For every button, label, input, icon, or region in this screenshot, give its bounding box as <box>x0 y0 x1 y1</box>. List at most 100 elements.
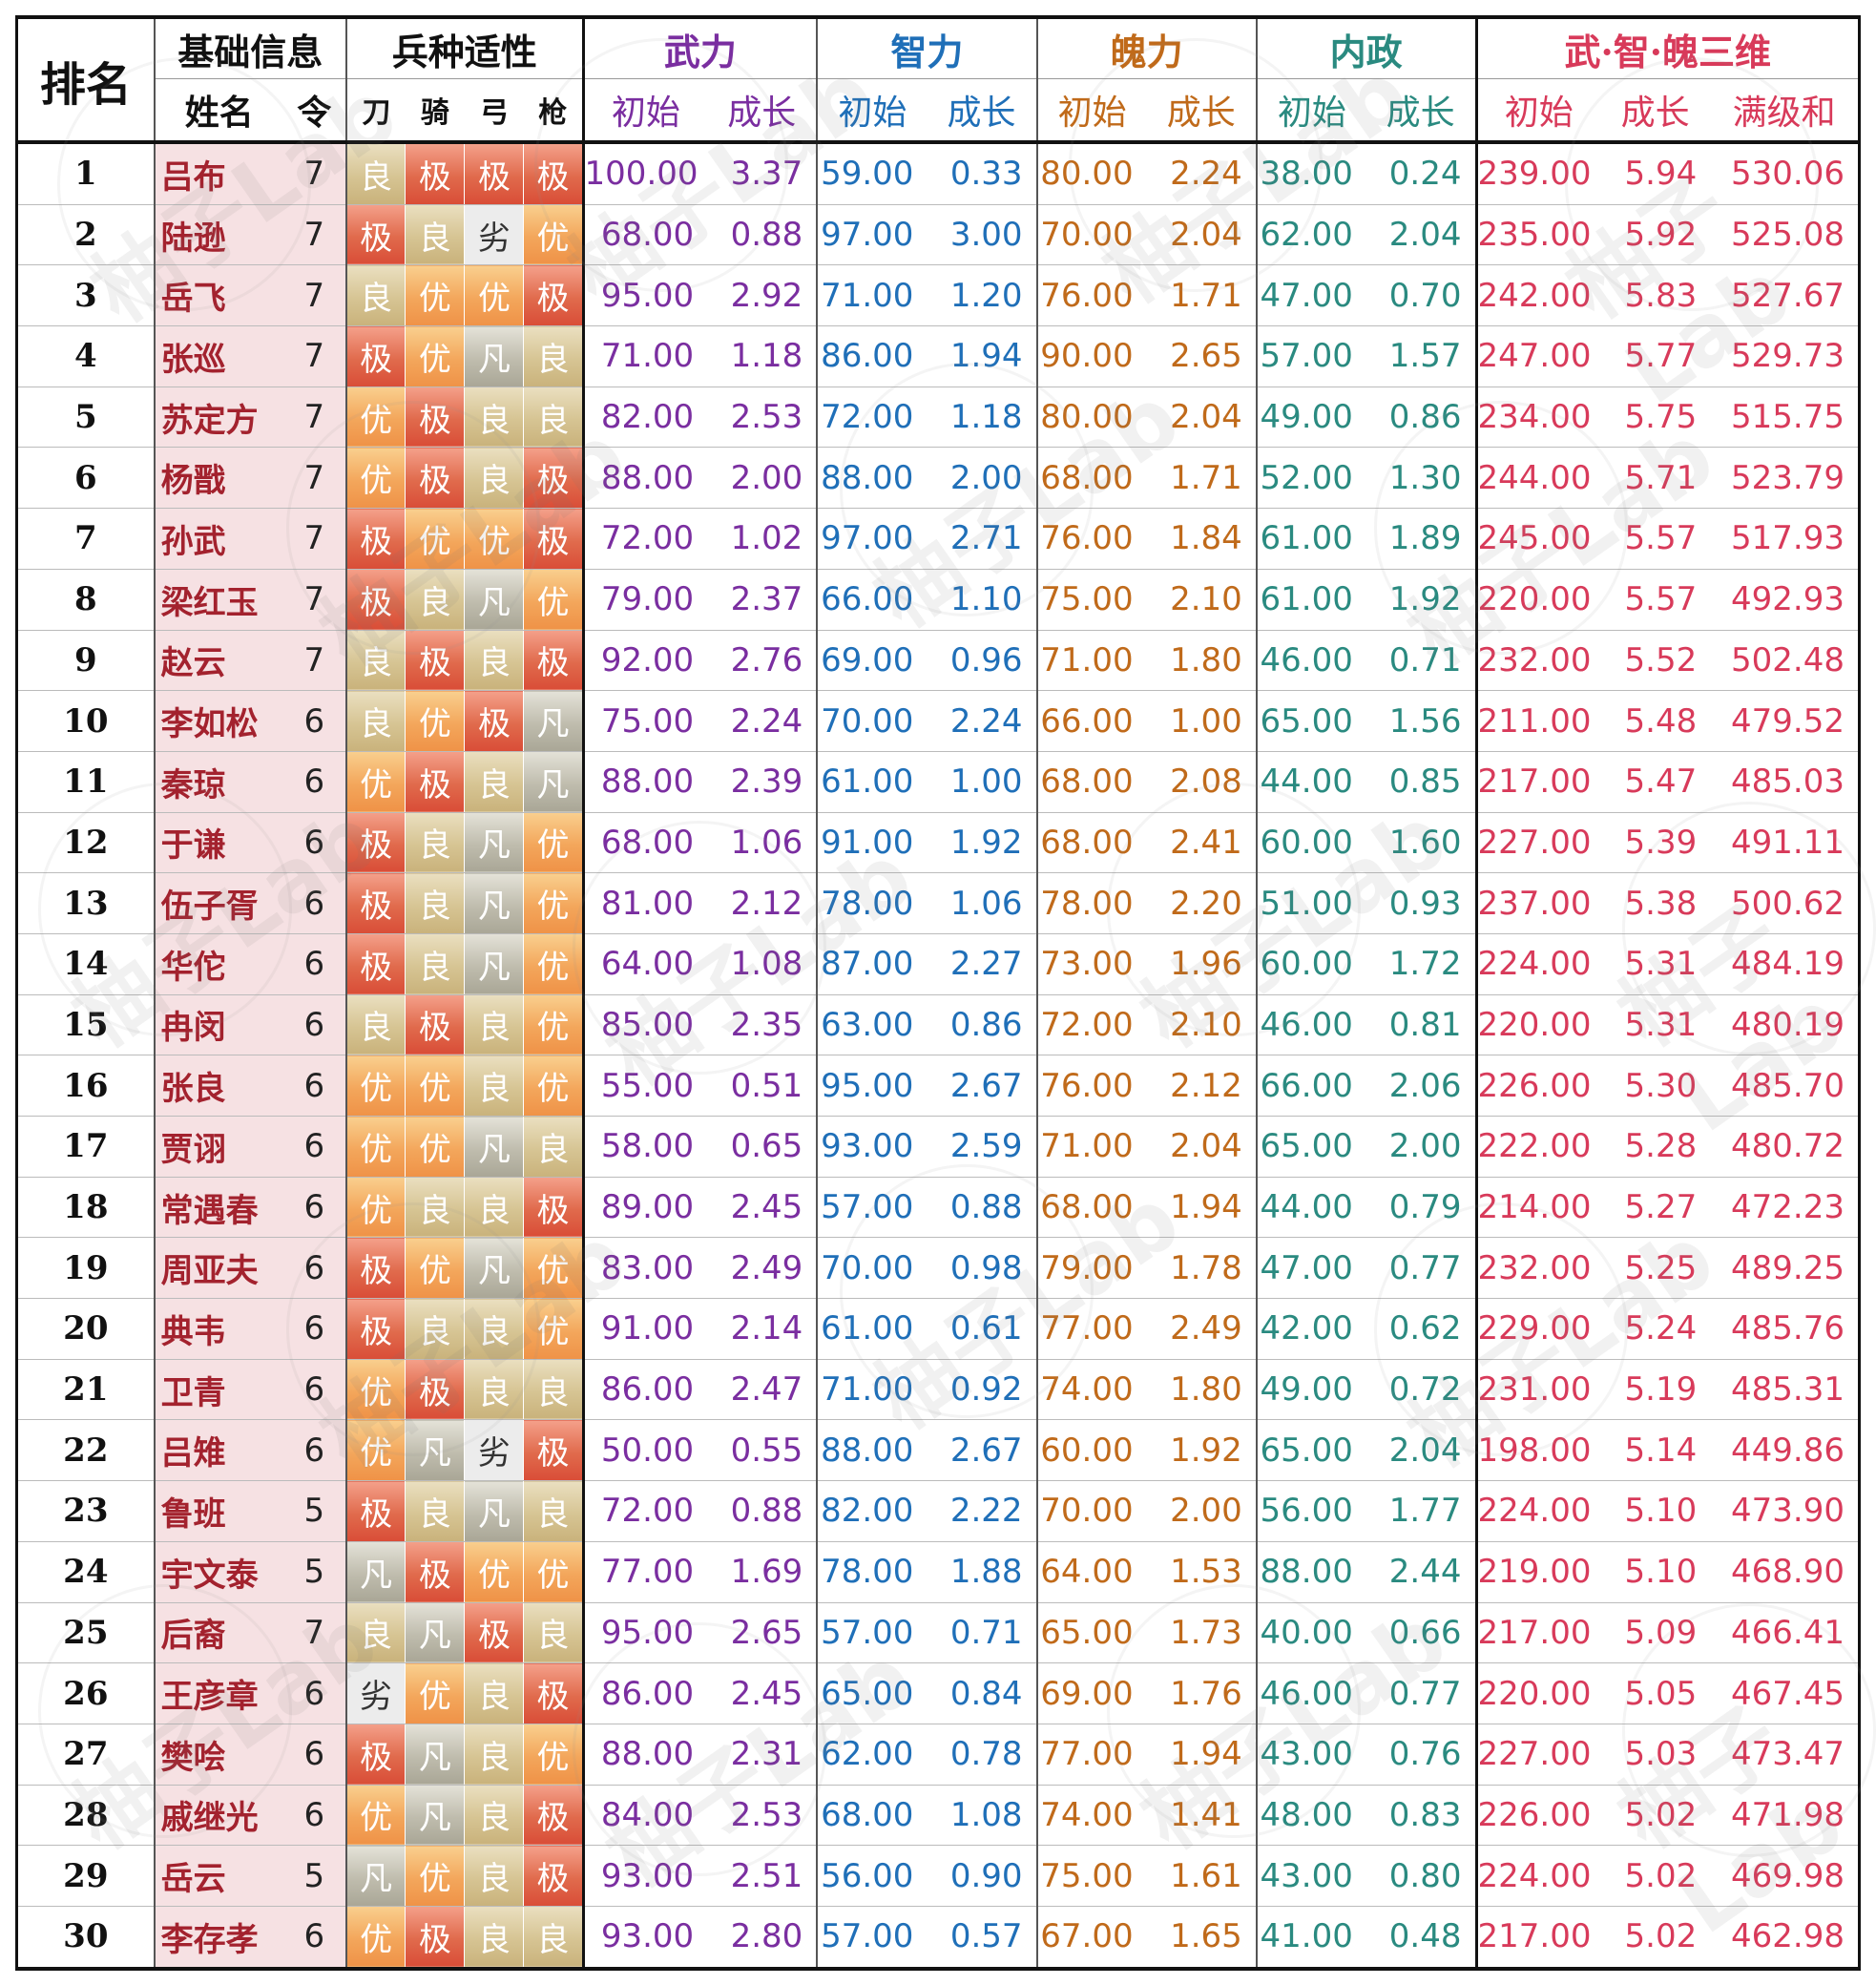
zhili-grow-cell: 0.88 <box>927 1177 1037 1239</box>
qi-aptitude-cell: 极 <box>405 1541 466 1603</box>
wuli-grow-cell: 0.51 <box>707 1055 818 1117</box>
rank-cell: 20 <box>14 1298 156 1360</box>
wuli-grow-cell: 2.24 <box>707 690 818 752</box>
zhili-grow-cell: 2.67 <box>927 1419 1037 1482</box>
poli-init-cell: 70.00 <box>1035 1480 1147 1542</box>
name-cell: 典韦 <box>154 1298 283 1360</box>
zhili-init-cell: 65.00 <box>816 1662 928 1724</box>
poli-grow-cell: 2.41 <box>1146 812 1257 874</box>
zhili-init-cell: 87.00 <box>816 933 928 995</box>
poli-grow-header: 成长 <box>1146 78 1257 144</box>
rank-cell: 21 <box>14 1359 156 1421</box>
zhili-init-cell: 88.00 <box>816 1419 928 1482</box>
poli-grow-cell: 1.78 <box>1146 1237 1257 1300</box>
wuli-grow-cell: 0.88 <box>707 204 818 266</box>
qiang-aptitude-cell: 优 <box>523 812 584 874</box>
gong-aptitude-cell: 良 <box>464 751 525 813</box>
poli-init-cell: 64.00 <box>1035 1541 1147 1603</box>
qi-aptitude-cell: 优 <box>405 508 466 570</box>
neizheng-grow-cell: 0.83 <box>1365 1785 1476 1847</box>
zhili-grow-cell: 0.92 <box>927 1359 1037 1421</box>
zhili-grow-cell: 1.08 <box>927 1785 1037 1847</box>
neizheng-init-cell: 46.00 <box>1255 630 1366 692</box>
name-cell: 常遇春 <box>154 1177 283 1239</box>
name-cell: 戚继光 <box>154 1785 283 1847</box>
sanwei-maxsum-cell: 525.08 <box>1710 204 1862 266</box>
zhili-grow-cell: 2.27 <box>927 933 1037 995</box>
rank-cell: 5 <box>14 387 156 449</box>
rank-cell: 24 <box>14 1541 156 1603</box>
poli-grow-cell: 2.00 <box>1146 1480 1257 1542</box>
dao-header: 刀 <box>345 78 406 144</box>
wuli-grow-cell: 2.39 <box>707 751 818 813</box>
sanwei-init-cell: 242.00 <box>1474 264 1601 327</box>
poli-grow-cell: 1.41 <box>1146 1785 1257 1847</box>
zhili-init-cell: 61.00 <box>816 751 928 813</box>
qiang-aptitude-cell: 极 <box>523 508 584 570</box>
poli-grow-cell: 1.00 <box>1146 690 1257 752</box>
ling-cell: 6 <box>282 1055 347 1117</box>
sanwei-init-cell: 222.00 <box>1474 1116 1601 1178</box>
neizheng-grow-cell: 2.04 <box>1365 1419 1476 1482</box>
name-cell: 吕布 <box>154 142 283 205</box>
ranking-sheet: 排名 基础信息 兵种适性 武力 智力 魄力 内政 武·智·魄三维 姓名 令 刀 … <box>14 15 1862 1971</box>
dao-aptitude-cell: 劣 <box>345 1662 406 1724</box>
qi-aptitude-cell: 优 <box>405 1662 466 1724</box>
qiang-aptitude-cell: 极 <box>523 630 584 692</box>
neizheng-init-cell: 44.00 <box>1255 751 1366 813</box>
sanwei-grow-cell: 5.92 <box>1600 204 1711 266</box>
zhili-init-cell: 78.00 <box>816 1541 928 1603</box>
ling-cell: 7 <box>282 569 347 631</box>
sanwei-grow-cell: 5.39 <box>1600 812 1711 874</box>
wuli-init-cell: 88.00 <box>581 751 708 813</box>
name-cell: 陆逊 <box>154 204 283 266</box>
wuli-init-cell: 81.00 <box>581 872 708 934</box>
ling-cell: 5 <box>282 1480 347 1542</box>
name-cell: 赵云 <box>154 630 283 692</box>
gong-aptitude-cell: 良 <box>464 994 525 1056</box>
wuli-grow-cell: 2.45 <box>707 1177 818 1239</box>
table-row: 22 吕雉 6 优凡劣极 50.00 0.55 88.00 2.67 60.00 1.92 65.0… <box>14 1419 1862 1482</box>
neizheng-init-cell: 65.00 <box>1255 1419 1366 1482</box>
neizheng-grow-cell: 0.77 <box>1365 1237 1476 1300</box>
qiang-aptitude-cell: 优 <box>523 1055 584 1117</box>
sanwei-init-cell: 231.00 <box>1474 1359 1601 1421</box>
poli-init-cell: 75.00 <box>1035 569 1147 631</box>
name-cell: 鲁班 <box>154 1480 283 1542</box>
rank-cell: 3 <box>14 264 156 327</box>
sanwei-maxsum-cell: 473.47 <box>1710 1724 1862 1786</box>
qi-aptitude-cell: 极 <box>405 994 466 1056</box>
zhili-grow-cell: 3.00 <box>927 204 1037 266</box>
name-cell: 周亚夫 <box>154 1237 283 1300</box>
sanwei-maxsum-cell: 530.06 <box>1710 142 1862 205</box>
zhili-grow-cell: 2.59 <box>927 1116 1037 1178</box>
neizheng-grow-cell: 0.79 <box>1365 1177 1476 1239</box>
wuli-grow-cell: 2.35 <box>707 994 818 1056</box>
neizheng-grow-cell: 1.77 <box>1365 1480 1476 1542</box>
neizheng-grow-cell: 1.30 <box>1365 447 1476 510</box>
dao-aptitude-cell: 良 <box>345 142 406 205</box>
poli-grow-cell: 1.71 <box>1146 447 1257 510</box>
ling-cell: 6 <box>282 994 347 1056</box>
poli-grow-cell: 1.80 <box>1146 1359 1257 1421</box>
gong-aptitude-cell: 良 <box>464 387 525 449</box>
wuli-grow-cell: 2.53 <box>707 387 818 449</box>
name-cell: 张巡 <box>154 325 283 387</box>
zhili-init-cell: 93.00 <box>816 1116 928 1178</box>
rank-cell: 25 <box>14 1602 156 1664</box>
rank-cell: 19 <box>14 1237 156 1300</box>
neizheng-grow-cell: 1.92 <box>1365 569 1476 631</box>
neizheng-grow-cell: 0.77 <box>1365 1662 1476 1724</box>
table-row: 24 宇文泰 5 凡极优优 77.00 1.69 78.00 1.88 64.00 1.53 88.… <box>14 1541 1862 1603</box>
poli-grow-cell: 1.84 <box>1146 508 1257 570</box>
dao-aptitude-cell: 优 <box>345 387 406 449</box>
poli-init-cell: 76.00 <box>1035 1055 1147 1117</box>
ling-cell: 7 <box>282 204 347 266</box>
table-row: 28 戚继光 6 优凡良极 84.00 2.53 68.00 1.08 74.00 1.41 48.… <box>14 1785 1862 1847</box>
gong-aptitude-cell: 良 <box>464 1845 525 1907</box>
rank-cell: 4 <box>14 325 156 387</box>
wuli-init-cell: 92.00 <box>581 630 708 692</box>
poli-init-cell: 77.00 <box>1035 1724 1147 1786</box>
sanwei-grow-cell: 5.52 <box>1600 630 1711 692</box>
neizheng-init-cell: 51.00 <box>1255 872 1366 934</box>
